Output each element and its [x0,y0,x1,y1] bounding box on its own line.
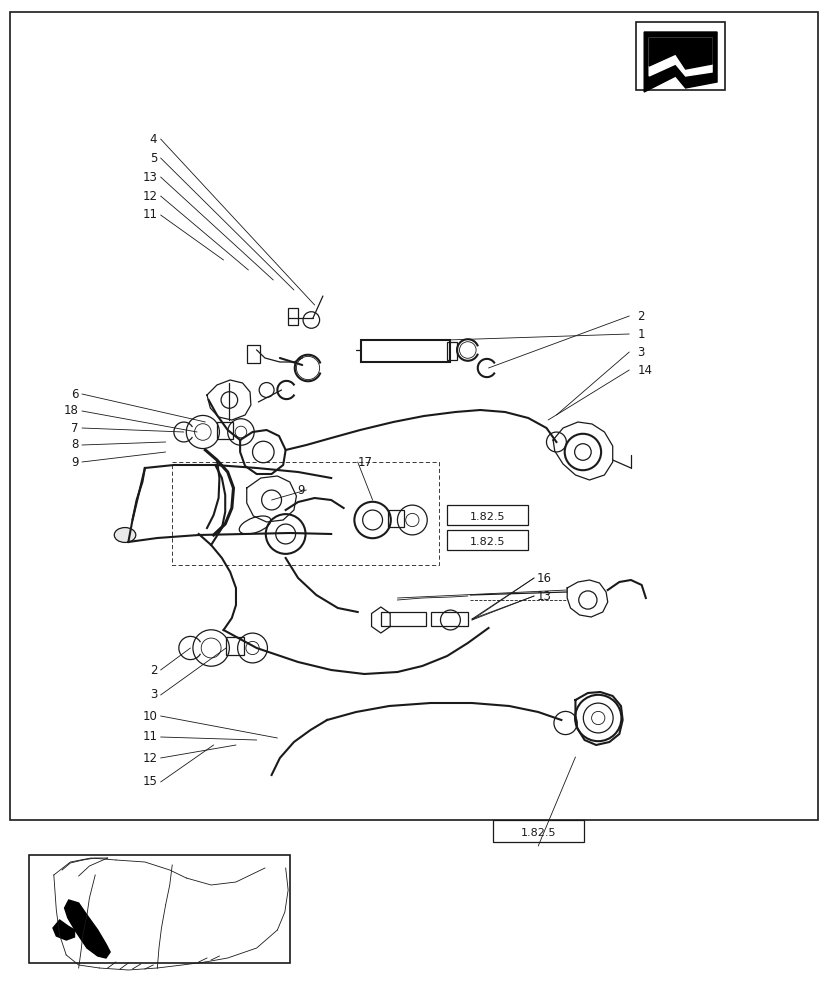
Bar [10,12,817,820]
Bar [447,505,528,525]
Text: 8: 8 [71,438,79,452]
Bar [226,637,244,655]
Bar [430,612,467,626]
Text: 13: 13 [142,171,157,184]
Text: 12: 12 [142,190,157,202]
Text: 9: 9 [297,484,304,496]
Text: 1.82.5: 1.82.5 [470,512,504,522]
Bar [447,530,528,550]
Bar [387,510,404,527]
Bar [246,345,260,363]
Text: 1.82.5: 1.82.5 [520,828,555,838]
Polygon shape [648,38,711,76]
Text: 11: 11 [142,209,157,222]
Text: 11: 11 [142,730,157,744]
Text: 12: 12 [142,752,157,764]
Text: 4: 4 [150,133,157,146]
Bar [492,820,583,842]
Text: 10: 10 [142,710,157,722]
Text: 15: 15 [142,775,157,788]
Text: 18: 18 [64,404,79,418]
Bar [361,340,450,362]
Polygon shape [643,32,716,92]
Bar [288,308,298,325]
Polygon shape [53,920,74,940]
Text: 1: 1 [637,328,644,340]
Bar [29,855,289,963]
Text: 6: 6 [71,387,79,400]
Text: 2: 2 [150,664,157,676]
Text: 7: 7 [71,422,79,434]
Text: 3: 3 [637,346,644,359]
Text: 3: 3 [150,688,157,702]
Bar [447,342,457,360]
Text: 2: 2 [637,310,644,322]
Text: 5: 5 [150,152,157,165]
Text: 9: 9 [71,456,79,468]
Bar [635,22,724,90]
Text: 1.82.5: 1.82.5 [470,537,504,547]
Text: 13: 13 [536,589,551,602]
Ellipse shape [114,528,136,542]
Text: 14: 14 [637,363,652,376]
Polygon shape [648,38,711,69]
Text: 16: 16 [536,572,551,584]
Bar [217,422,233,439]
Text: 17: 17 [357,456,372,468]
Polygon shape [65,900,110,958]
Bar [380,612,426,626]
